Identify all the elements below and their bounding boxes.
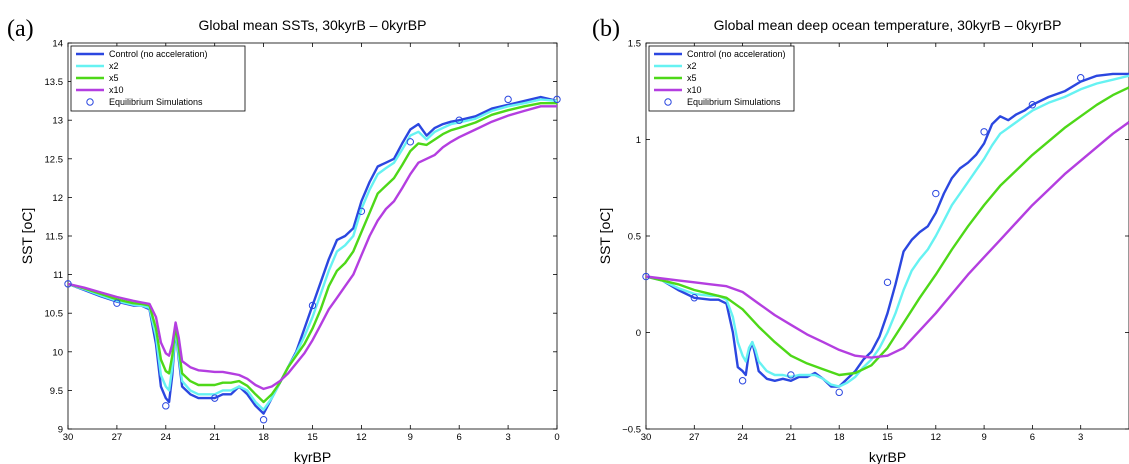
legend-marker-swatch	[86, 98, 94, 106]
x-tick-label: 27	[689, 432, 700, 443]
equilibrium-marker	[504, 95, 512, 104]
x-tick-label: 6	[1030, 432, 1035, 443]
legend-label: x2	[687, 61, 697, 71]
chart-title: Global mean deep ocean temperature, 30ky…	[714, 17, 1062, 33]
x-tick-label: 24	[737, 432, 748, 443]
equilibrium-marker	[738, 377, 747, 385]
equilibrium-marker	[211, 394, 219, 402]
panel-label-a: (a)	[7, 16, 34, 42]
x-tick-label: 9	[408, 432, 413, 443]
y-tick-label: 12.5	[45, 154, 64, 165]
legend-label: Equilibrium Simulations	[109, 97, 203, 107]
series-line-x10	[646, 121, 1129, 359]
panel-label-b: (b)	[592, 16, 620, 42]
x-tick-label: 21	[786, 432, 797, 443]
equilibrium-marker	[1028, 101, 1037, 109]
y-tick-label: 12	[52, 193, 63, 204]
equilibrium-marker	[113, 299, 121, 307]
series-line-x10	[68, 105, 557, 391]
equilibrium-marker	[980, 128, 988, 136]
chart-panel-a: Global mean SSTs, 30kyrB – 0kyrBP kyrBP SS…	[19, 17, 561, 464]
y-tick-label: 1	[636, 135, 641, 146]
y-axis-label: SST [oC]	[19, 208, 35, 265]
equilibrium-marker	[835, 388, 843, 397]
series-group	[68, 95, 557, 415]
equilibrium-marker	[642, 272, 650, 281]
legend-label: x2	[109, 61, 119, 71]
y-tick-label: 11	[53, 270, 63, 281]
y-tick-label: 14	[52, 39, 63, 50]
x-tick-label: 21	[209, 432, 220, 443]
chart-title: Global mean SSTs, 30kyrB – 0kyrBP	[199, 17, 427, 33]
series-line-x2	[646, 74, 1129, 388]
legend-label: x10	[109, 85, 124, 95]
legend-label: x10	[687, 85, 702, 95]
legend: Control (no acceleration) x2 x5 x10 Equilibr…	[70, 45, 246, 112]
legend-label: x5	[687, 73, 697, 83]
x-tick-label: 0	[554, 432, 559, 443]
equilibrium-marker	[357, 207, 366, 215]
equilibrium-marker	[406, 138, 414, 146]
equilibrium-marker	[932, 189, 940, 198]
x-tick-label: 30	[63, 432, 74, 443]
x-axis-label: kyrBP	[294, 449, 331, 464]
series-line-x5	[646, 86, 1129, 377]
y-tick-label: 13	[52, 116, 63, 127]
y-tick-label: 10	[52, 347, 63, 358]
legend: Control (no acceleration) x2 x5 x10 Equilibr…	[648, 45, 795, 112]
y-tick-label: 11.5	[45, 232, 63, 243]
legend-box	[70, 45, 246, 112]
legend-label: Control (no acceleration)	[109, 49, 208, 59]
x-tick-label: 18	[834, 432, 845, 443]
x-tick-label: 9	[981, 432, 986, 443]
y-tick-label: 0.5	[628, 232, 641, 243]
legend-label: Equilibrium Simulations	[687, 97, 781, 107]
x-tick-label: 30	[641, 432, 652, 443]
y-tick-label: 9	[58, 425, 63, 436]
x-axis-label: kyrBP	[869, 449, 906, 464]
x-tick-label: 24	[161, 432, 172, 443]
series-line-x5	[68, 102, 557, 404]
equilibrium-marker	[1077, 74, 1085, 82]
x-tick-label: 12	[356, 432, 367, 443]
equilibrium-marker	[162, 402, 170, 410]
x-tick-label: 3	[505, 432, 510, 443]
equilibrium-marker	[690, 294, 698, 302]
y-tick-label: 1.5	[628, 39, 641, 50]
y-tick-label: 13.5	[45, 77, 64, 88]
y-axis-label: SST [oC]	[597, 208, 613, 265]
y-tick-label: 10.5	[45, 309, 64, 320]
equilibrium-marker	[787, 371, 795, 379]
y-tick-label: 9.5	[50, 386, 63, 397]
equilibrium-marker	[883, 278, 892, 287]
legend-marker-swatch	[664, 98, 672, 106]
legend-label: Control (no acceleration)	[687, 49, 786, 59]
x-tick-label: 12	[931, 432, 942, 443]
x-tick-label: 15	[307, 432, 318, 443]
chart-panel-b: Global mean deep ocean temperature, 30ky…	[597, 17, 1129, 464]
x-tick-label: 15	[882, 432, 893, 443]
y-tick-label: −0.5	[622, 425, 641, 436]
equilibrium-marker	[64, 280, 72, 288]
legend-label: x5	[109, 73, 119, 83]
x-tick-label: 3	[1078, 432, 1083, 443]
equilibrium-marker	[308, 301, 317, 310]
x-tick-label: 18	[258, 432, 269, 443]
equilibrium-marker	[455, 116, 463, 124]
series-group	[646, 72, 1129, 388]
equilibrium-marker	[259, 416, 268, 424]
x-tick-label: 27	[112, 432, 123, 443]
x-tick-label: 6	[457, 432, 462, 443]
equilibrium-marker	[553, 95, 561, 104]
y-tick-label: 0	[636, 328, 641, 339]
series-line-control	[646, 72, 1129, 388]
